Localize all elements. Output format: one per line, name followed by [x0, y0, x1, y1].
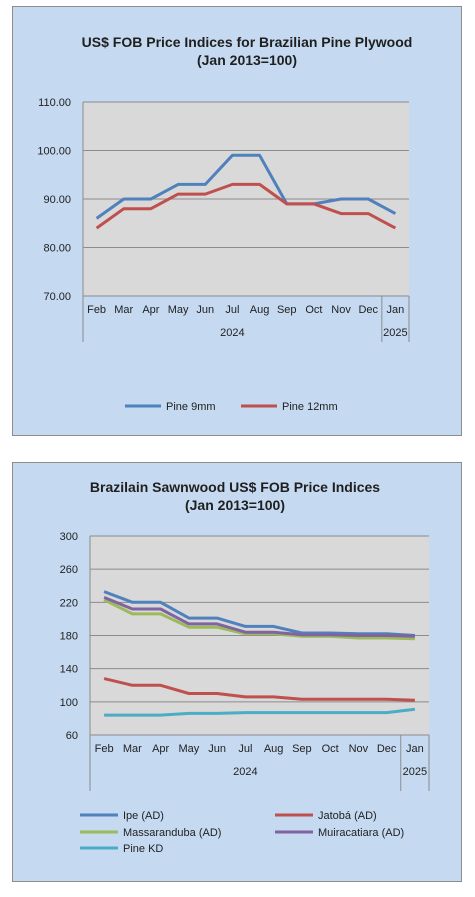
x-tick-label: Jan — [387, 304, 405, 316]
y-tick-label: 70.00 — [43, 291, 71, 303]
sawnwood-chart-svg: Brazilain Sawnwood US$ FOB Price Indices… — [60, 479, 430, 855]
chart-title-line-1: Brazilain Sawnwood US$ FOB Price Indices — [90, 479, 380, 495]
y-tick-label: 100 — [60, 697, 78, 709]
series-line-ipe-ad — [103, 590, 415, 637]
x-tick-label: Jun — [196, 304, 214, 316]
x-tick-label: Dec — [358, 304, 378, 316]
x-tick-label: Jul — [225, 304, 239, 316]
legend-label-massaranduba-ad: Massaranduba (AD) — [123, 827, 221, 839]
x-tick-label: May — [168, 304, 189, 316]
x-tick-label: Apr — [152, 743, 169, 755]
x-group-label: 2025 — [383, 327, 407, 339]
series-line-pine-12mm — [95, 182, 397, 230]
series-line-massaranduba-ad — [103, 598, 415, 641]
x-tick-label: Aug — [250, 304, 270, 316]
x-group-label: 2025 — [403, 766, 427, 778]
plywood-chart-svg: US$ FOB Price Indices for Brazilian Pine… — [37, 34, 413, 413]
y-tick-label: 140 — [60, 664, 78, 676]
x-tick-label: Mar — [114, 304, 133, 316]
legend-label-ipe-ad: Ipe (AD) — [123, 810, 164, 822]
series-line-muiracatiara-ad — [103, 596, 415, 638]
y-tick-label: 220 — [60, 597, 78, 609]
y-tick-label: 110.00 — [38, 97, 71, 109]
x-tick-label: Feb — [87, 304, 106, 316]
legend-label-muiracatiara-ad: Muiracatiara (AD) — [318, 827, 404, 839]
y-tick-label: 100.00 — [37, 146, 71, 158]
x-tick-label: Jan — [406, 743, 424, 755]
x-tick-label: Aug — [264, 743, 284, 755]
x-tick-label: Nov — [331, 304, 351, 316]
legend-label-pine-kd: Pine KD — [123, 843, 163, 855]
y-tick-label: 300 — [60, 531, 78, 543]
chart-title-line-1: US$ FOB Price Indices for Brazilian Pine… — [82, 34, 413, 50]
x-tick-label: Apr — [142, 304, 159, 316]
x-group-label: 2024 — [233, 766, 257, 778]
y-tick-label: 60 — [66, 730, 78, 742]
y-tick-label: 90.00 — [43, 194, 71, 206]
x-tick-label: Oct — [305, 304, 322, 316]
x-tick-label: Mar — [123, 743, 142, 755]
legend-label-jatoba-ad: Jatobá (AD) — [318, 810, 377, 822]
series-line-pine-kd — [104, 707, 416, 717]
x-tick-label: Nov — [349, 743, 369, 755]
x-tick-label: Dec — [377, 743, 397, 755]
y-tick-label: 260 — [60, 564, 78, 576]
y-tick-label: 80.00 — [43, 243, 71, 255]
y-tick-label: 180 — [60, 631, 78, 643]
chart-title-line-2: (Jan 2013=100) — [197, 52, 297, 68]
x-tick-label: Jul — [238, 743, 252, 755]
legend-label-pine-9mm: Pine 9mm — [166, 401, 216, 413]
x-tick-label: Feb — [95, 743, 114, 755]
x-tick-label: Jun — [208, 743, 226, 755]
series-line-jatoba-ad — [103, 677, 415, 702]
chart-title-line-2: (Jan 2013=100) — [185, 497, 285, 513]
x-tick-label: Sep — [277, 304, 297, 316]
legend-label-pine-12mm: Pine 12mm — [282, 401, 338, 413]
plywood-chart: US$ FOB Price Indices for Brazilian Pine… — [12, 6, 462, 436]
x-tick-label: Oct — [322, 743, 339, 755]
x-tick-label: Sep — [292, 743, 312, 755]
x-group-label: 2024 — [220, 327, 244, 339]
x-tick-label: May — [178, 743, 199, 755]
series-line-pine-9mm — [95, 153, 397, 220]
sawnwood-chart: Brazilain Sawnwood US$ FOB Price Indices… — [12, 462, 462, 882]
